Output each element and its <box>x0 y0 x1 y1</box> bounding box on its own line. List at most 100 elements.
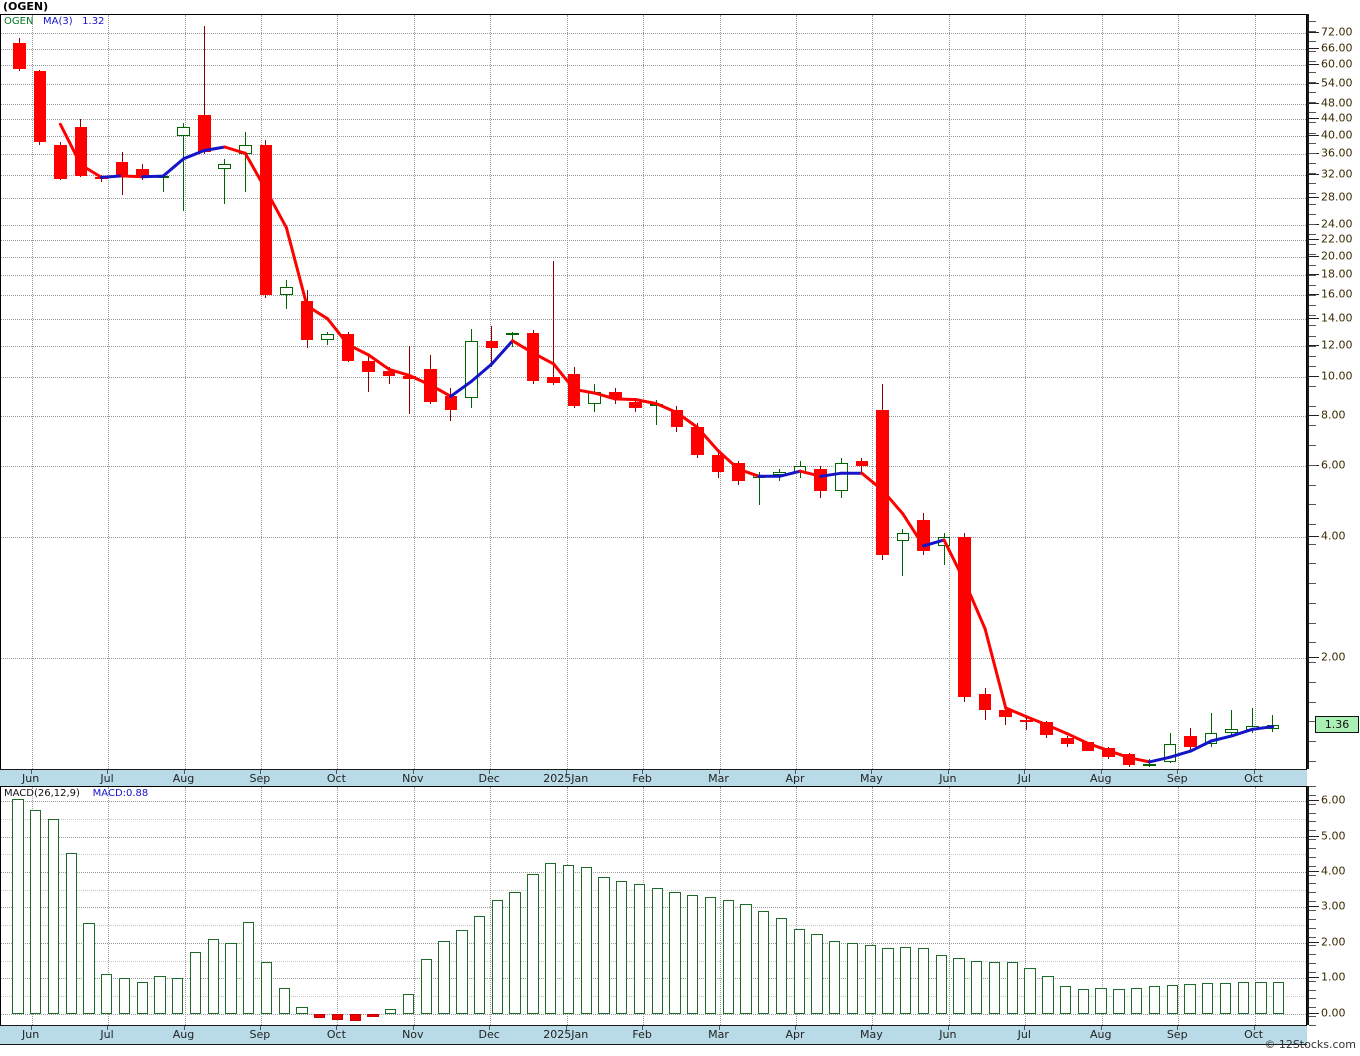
y-axis-label: 72.00 <box>1321 25 1353 39</box>
gridline <box>1 318 1306 320</box>
candle-body <box>1019 719 1033 723</box>
y-axis-tick <box>1309 273 1319 275</box>
x-axis-tick <box>718 770 720 774</box>
y-axis-label: 20.00 <box>1321 249 1353 262</box>
vertical-gridline <box>872 787 874 1025</box>
y-axis-minor-tick <box>1309 81 1316 83</box>
x-axis-tick <box>489 1026 491 1030</box>
y-axis-minor-tick <box>1309 543 1316 545</box>
x-axis-tick <box>259 770 261 774</box>
macd-bar <box>1095 988 1107 1014</box>
y-axis-minor-tick <box>1309 254 1316 256</box>
macd-bar <box>1166 985 1178 1014</box>
candle-body <box>465 341 478 398</box>
vertical-gridline <box>1101 787 1103 1025</box>
macd-bar <box>616 880 628 1014</box>
gridline-minor <box>1 818 1306 820</box>
vertical-gridline <box>260 15 262 769</box>
y-axis-minor-tick <box>1309 701 1316 703</box>
macd-chart-panel[interactable]: MACD(26,12,9) MACD:0.88 <box>0 786 1307 1025</box>
candle-body <box>362 360 375 373</box>
y-axis-minor-tick <box>1309 355 1316 357</box>
y-axis-minor-tick <box>1309 173 1316 175</box>
candle-body <box>1081 742 1095 752</box>
vertical-gridline <box>796 15 797 769</box>
y-axis-tick <box>1309 64 1319 66</box>
macd-bar <box>882 948 894 1014</box>
macd-y-axis-minor-tick <box>1309 830 1316 832</box>
macd-y-axis-minor-tick <box>1309 909 1316 911</box>
macd-y-axis: 6.00 5.00 4.00 3.00 2.00 1.00 0.00 <box>1307 786 1360 1026</box>
y-axis-tick <box>1309 47 1319 49</box>
x-axis-label: Jul <box>100 772 114 785</box>
y-axis-label: 6.00 <box>1321 458 1346 472</box>
y-axis-minor-tick <box>1309 523 1316 525</box>
x-axis-label: May <box>860 1028 883 1041</box>
x-axis-tick <box>642 1026 644 1030</box>
x-axis-label: Apr <box>785 1028 805 1041</box>
macd-x-axis[interactable]: Jun Jul Aug Sep Oct Nov Dec 2025Jan Feb Mar Apr May… <box>0 1025 1307 1045</box>
candle-body <box>1040 722 1054 736</box>
vertical-gridline <box>490 787 492 1025</box>
gridline <box>1 119 1306 121</box>
x-axis-label: Aug <box>1089 772 1112 785</box>
y-axis-minor-tick <box>1309 152 1316 154</box>
macd-bar <box>1024 967 1036 1014</box>
x-axis-tick <box>107 770 108 774</box>
macd-bar <box>278 988 290 1014</box>
y-axis-minor-tick <box>1309 30 1316 32</box>
x-axis-tick <box>642 770 644 774</box>
macd-y-axis-label: 0.00 <box>1321 1006 1346 1020</box>
candle-body <box>506 332 519 335</box>
y-axis-minor-tick <box>1309 464 1316 466</box>
candle-body <box>218 164 232 170</box>
vertical-gridline <box>337 15 339 769</box>
macd-bar <box>154 976 166 1014</box>
macd-bar <box>101 974 113 1014</box>
candle-wick <box>1231 710 1233 736</box>
y-axis-minor-tick <box>1309 385 1316 387</box>
macd-bar <box>1219 983 1232 1014</box>
candle-body <box>978 694 992 711</box>
price-x-axis[interactable]: Jun Jul Aug Sep Oct Nov Dec 2025Jan Feb Mar Apr May… <box>0 769 1307 789</box>
macd-bar <box>687 895 699 1014</box>
x-axis-tick <box>259 1026 261 1030</box>
gridline <box>1 256 1306 258</box>
price-chart-panel[interactable]: OGEN MA(3) 1.32 <box>0 14 1307 769</box>
candle-body <box>341 334 355 361</box>
price-y-axis: 72.00 66.00 60.00 54.00 48.00 44.00 40.00 36.00… <box>1307 14 1360 769</box>
macd-bar <box>740 903 752 1014</box>
macd-y-axis-minor-tick <box>1309 989 1316 991</box>
macd-bar <box>438 941 450 1014</box>
x-axis-tick <box>1177 770 1179 774</box>
vertical-gridline <box>1254 15 1256 769</box>
gridline <box>1 239 1306 241</box>
candle-body <box>1204 732 1218 744</box>
vertical-gridline <box>108 15 109 769</box>
macd-y-axis-label: 5.00 <box>1321 829 1346 843</box>
macd-y-axis-minor-tick <box>1309 839 1316 841</box>
y-axis-minor-tick <box>1309 335 1316 337</box>
gridline <box>1 872 1306 873</box>
candle-body <box>752 475 766 479</box>
macd-bar <box>598 877 610 1014</box>
y-axis-minor-tick <box>1309 484 1316 486</box>
y-axis-minor-tick <box>1309 274 1316 276</box>
y-axis-minor-tick <box>1309 193 1316 195</box>
x-axis-label: Oct <box>1244 1028 1264 1041</box>
vertical-gridline <box>872 15 874 769</box>
y-axis-minor-tick <box>1309 622 1316 624</box>
gridline <box>1 104 1306 105</box>
macd-y-axis-tick <box>1309 1012 1319 1014</box>
y-axis-minor-tick <box>1309 20 1316 22</box>
y-axis-label: 54.00 <box>1321 76 1353 89</box>
y-axis-minor-tick <box>1309 41 1316 43</box>
candle-wick <box>779 469 781 482</box>
macd-bar <box>669 891 681 1014</box>
macd-bar <box>1042 976 1054 1014</box>
y-axis-minor-tick <box>1309 61 1316 63</box>
macd-y-axis-minor-tick <box>1309 901 1316 903</box>
macd-bar <box>988 962 1001 1014</box>
macd-bar <box>935 955 947 1014</box>
macd-y-axis-minor-tick <box>1309 980 1316 982</box>
